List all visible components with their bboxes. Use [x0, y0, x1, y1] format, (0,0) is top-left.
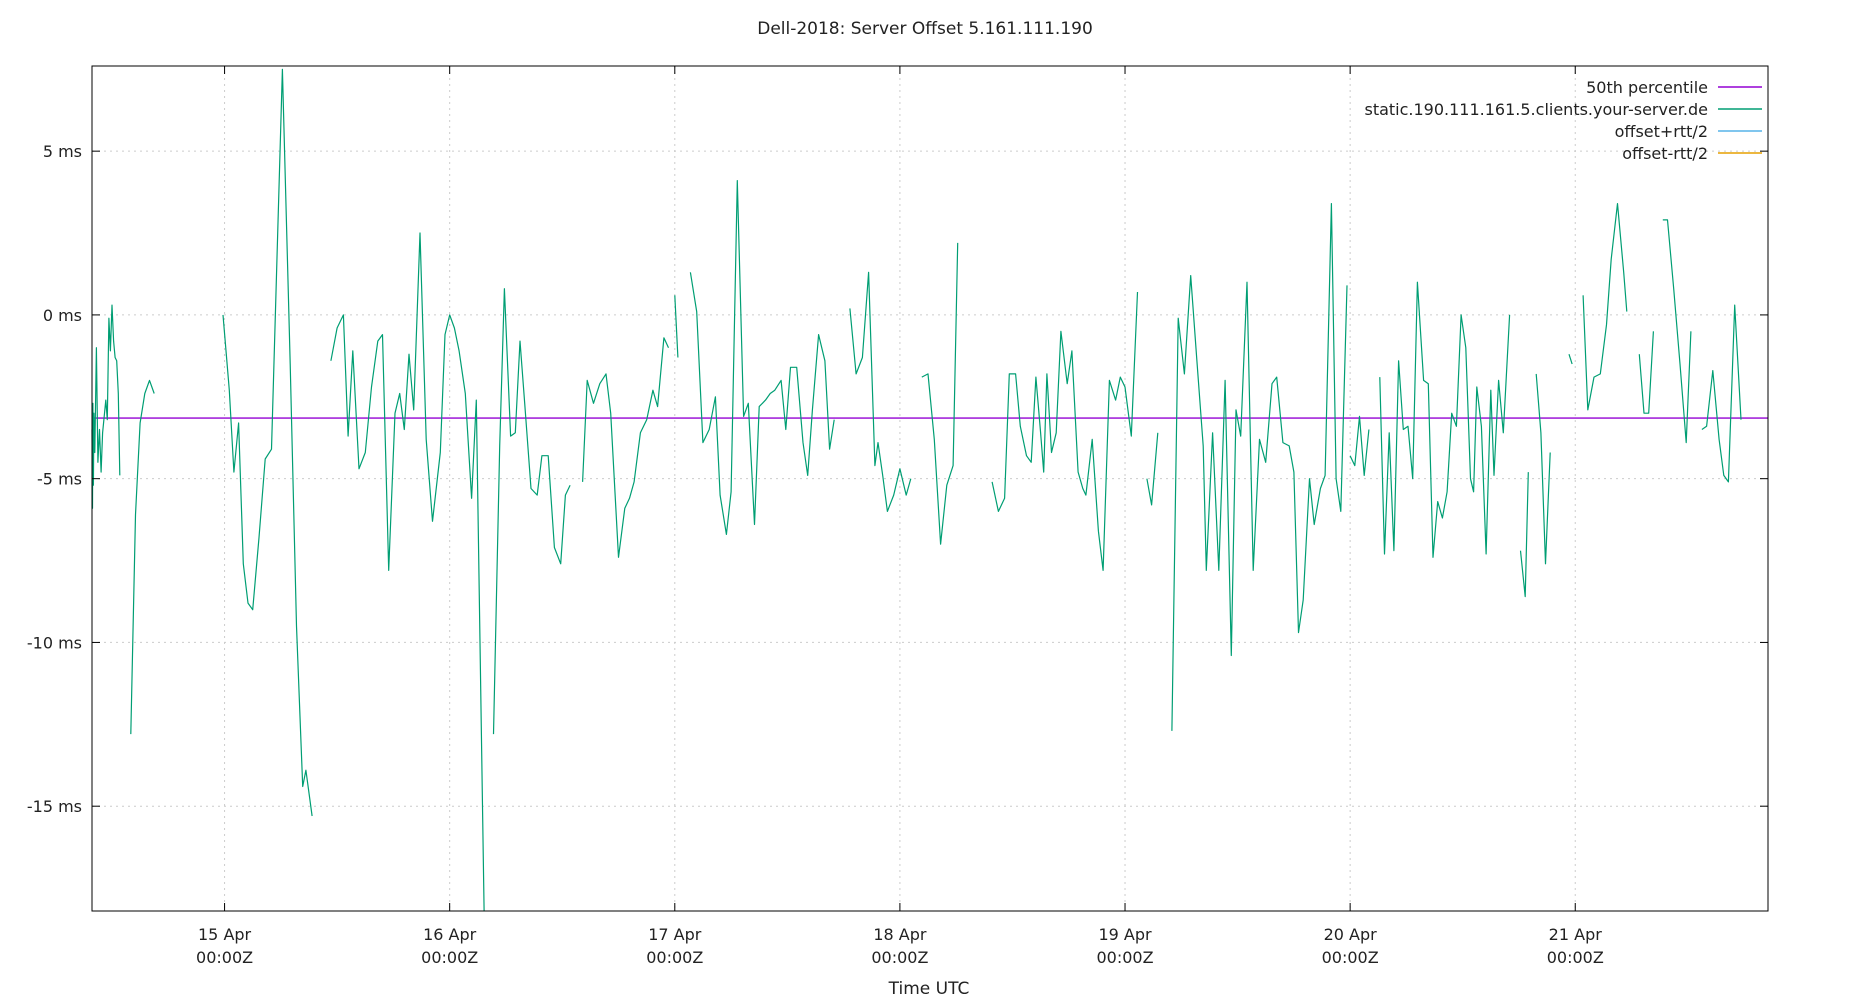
x-tick-label-time: 00:00Z [1096, 948, 1153, 967]
x-tick-label-time: 00:00Z [646, 948, 703, 967]
offset-series-segment [582, 337, 670, 558]
x-tick-label-time: 00:00Z [871, 948, 928, 967]
offset-series-segment [991, 291, 1139, 572]
offset-series-segment [1582, 203, 1628, 411]
x-tick-label-time: 00:00Z [196, 948, 253, 967]
offset-series-segment [1519, 472, 1529, 598]
x-axis: 15 Apr 00:00Z 16 Apr 00:00Z 17 Apr 00:00Z 18 A… [196, 66, 1604, 967]
offset-series-segment [921, 242, 959, 545]
legend: 50th percentile static.190.111.161.5.clie… [1364, 78, 1762, 163]
offset-series-segment [330, 232, 485, 912]
y-tick-label: 0 ms [43, 306, 82, 325]
y-tick-label: -15 ms [27, 797, 82, 816]
x-tick-label-date: 20 Apr [1324, 925, 1378, 944]
offset-series-segment [91, 304, 121, 509]
y-tick-label: 5 ms [43, 142, 82, 161]
offset-series-segment [492, 288, 571, 735]
offset-series-segment [1662, 219, 1692, 444]
plot-frame [91, 65, 1769, 912]
offset-series-segment [1535, 373, 1551, 565]
offset-series-segment [130, 379, 155, 735]
x-axis-label: Time UTC [888, 979, 970, 999]
x-tick-label-time: 00:00Z [421, 948, 478, 967]
offset-series-segment [1349, 415, 1370, 476]
x-tick-label-date: 21 Apr [1549, 925, 1603, 944]
offset-series-segment [1146, 432, 1159, 506]
offset-series-segment [222, 68, 313, 817]
x-tick-label-date: 18 Apr [873, 925, 927, 944]
y-tick-label: -5 ms [37, 470, 82, 489]
legend-label: static.190.111.161.5.clients.your-server… [1364, 100, 1708, 119]
x-tick-label-time: 00:00Z [1547, 948, 1604, 967]
x-tick-label-date: 19 Apr [1098, 925, 1152, 944]
offset-series-segment [1701, 304, 1742, 483]
y-axis: 5 ms 0 ms -5 ms -10 ms -15 ms [27, 142, 1768, 816]
x-tick-label-date: 17 Apr [648, 925, 702, 944]
x-tick-label-date: 15 Apr [198, 925, 252, 944]
offset-series-segment [689, 180, 835, 536]
offset-series-segment [849, 271, 912, 512]
offset-series-segment [1379, 281, 1511, 558]
legend-label: 50th percentile [1586, 78, 1708, 97]
chart-title: Dell-2018: Server Offset 5.161.111.190 [757, 19, 1093, 39]
x-tick-label-time: 00:00Z [1322, 948, 1379, 967]
y-tick-label: -10 ms [27, 633, 82, 652]
legend-label: offset+rtt/2 [1615, 122, 1708, 141]
offset-series-segment [1171, 203, 1348, 731]
offset-series-segment [674, 295, 679, 358]
offset-series-segment [1638, 331, 1654, 414]
series-lines [91, 68, 1742, 912]
legend-label: offset-rtt/2 [1622, 144, 1708, 163]
offset-series-segment [1568, 354, 1573, 365]
x-tick-label-date: 16 Apr [423, 925, 477, 944]
